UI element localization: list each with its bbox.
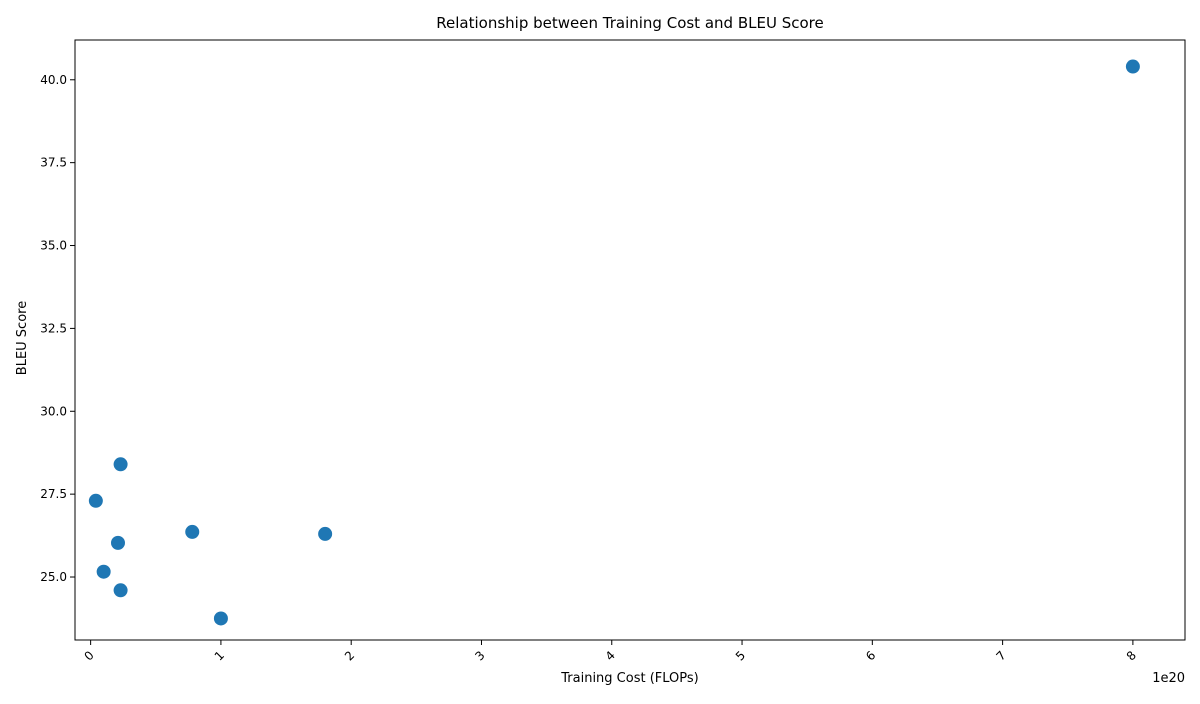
data-point xyxy=(88,493,103,508)
y-tick-label: 37.5 xyxy=(40,156,67,170)
y-tick-label: 40.0 xyxy=(40,73,67,87)
axes-frame xyxy=(74,39,1186,641)
x-axis-label: Training Cost (FLOPs) xyxy=(560,671,698,686)
chart-title: Relationship between Training Cost and B… xyxy=(436,14,823,32)
y-tick-label: 30.0 xyxy=(40,404,67,418)
data-point xyxy=(113,457,128,472)
data-point xyxy=(113,583,128,598)
data-point xyxy=(1125,59,1140,74)
data-point xyxy=(185,524,200,539)
data-point xyxy=(318,526,333,541)
data-points xyxy=(88,59,1140,626)
y-axis-ticks: 25.0 27.5 30.0 32.5 35.0 37.5 40.0 xyxy=(40,73,75,584)
y-axis-label: BLEU Score xyxy=(15,301,30,375)
data-point xyxy=(213,611,228,626)
data-point xyxy=(110,535,125,550)
y-tick-label: 27.5 xyxy=(40,487,67,501)
y-tick-label: 35.0 xyxy=(40,239,67,253)
x-axis-offset-label: 1e20 xyxy=(1152,671,1185,686)
y-tick-label: 32.5 xyxy=(40,321,67,335)
data-point xyxy=(96,564,111,579)
y-tick-label: 25.0 xyxy=(40,570,67,584)
